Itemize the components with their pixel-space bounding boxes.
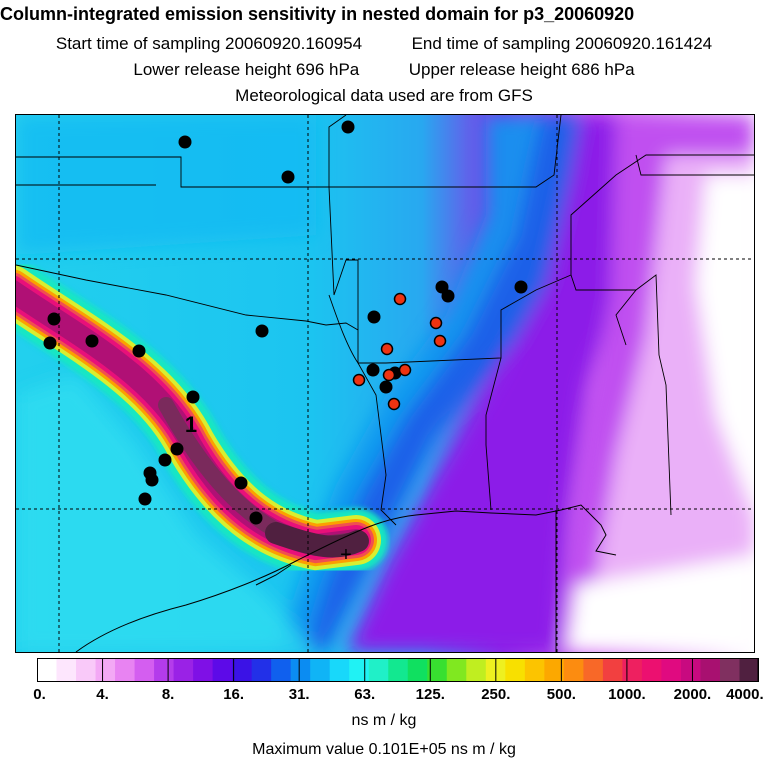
colorbar-tick-label: 31. xyxy=(288,686,310,703)
colorbar-tick-label: 16. xyxy=(223,686,245,703)
sensitivity-map: 1 + xyxy=(15,114,755,653)
lat-lon-grid xyxy=(16,115,754,652)
colorbar-swatch xyxy=(290,658,311,682)
start-time-label: Start time of sampling 20060920.160954 xyxy=(55,34,363,53)
lower-release-label: Lower release height 696 hPa xyxy=(133,60,360,79)
colorbar-swatch xyxy=(700,658,721,682)
colorbar-swatch xyxy=(134,658,155,682)
colorbar-tick-label: 0. xyxy=(33,686,46,703)
colorbar-unit: ns m / kg xyxy=(351,712,417,729)
colorbar-border xyxy=(37,658,759,682)
colorbar-swatch xyxy=(719,658,740,682)
sampling-times: Start time of sampling 20060920.160954 E… xyxy=(0,34,768,54)
colorbar-swatch xyxy=(154,658,175,682)
colorbar-tick-label: 500. xyxy=(546,686,576,703)
max-value-label: Maximum value 0.101E+05 ns m / kg xyxy=(252,741,516,758)
colorbar-swatch xyxy=(544,658,565,682)
colorbar-swatch xyxy=(212,658,233,682)
colorbar-swatch xyxy=(310,658,331,682)
colorbar-swatch xyxy=(115,658,136,682)
red-markers xyxy=(352,292,447,411)
colorbar-swatch xyxy=(349,658,370,682)
black-markers xyxy=(43,120,528,525)
colorbar-swatch xyxy=(56,658,77,682)
colorbar-swatch xyxy=(427,658,448,682)
plume xyxy=(16,258,388,578)
colorbar-swatch xyxy=(505,658,526,682)
plume-label: 1 xyxy=(185,412,197,437)
colorbar-tick-label: 8. xyxy=(161,686,175,703)
colorbar-tick-label: 1000. xyxy=(608,686,646,703)
colorbar-swatch xyxy=(739,658,760,682)
colorbar-swatch xyxy=(641,658,662,682)
colorbar-tick-label: 4. xyxy=(96,686,109,703)
colorbar-swatch xyxy=(661,658,682,682)
colorbar-swatch xyxy=(602,658,623,682)
colorbar-tick-label: 63. xyxy=(354,686,376,703)
end-time-label: End time of sampling 20060920.161424 xyxy=(411,34,713,53)
colorbar-swatch xyxy=(329,658,350,682)
colorbar-swatch xyxy=(407,658,428,682)
colorbar-swatch xyxy=(583,658,604,682)
colorbar-tick-label: 125. xyxy=(415,686,445,703)
colorbar-swatch xyxy=(466,658,487,682)
colorbar-swatch xyxy=(563,658,584,682)
colorbar-swatch xyxy=(388,658,409,682)
colorbar-swatch xyxy=(37,658,58,682)
colorbar-swatch xyxy=(76,658,97,682)
colorbar-swatch xyxy=(95,658,116,682)
boundaries xyxy=(16,115,754,652)
colorbar-swatch xyxy=(622,658,643,682)
met-data-label: Meteorological data used are from GFS xyxy=(235,86,533,105)
colorbar-svg xyxy=(36,658,760,682)
colorbar-swatch xyxy=(368,658,389,682)
map-svg: 1 + xyxy=(16,115,754,652)
colorbar-swatch xyxy=(251,658,272,682)
colorbar-swatch xyxy=(193,658,214,682)
colorbar-swatch xyxy=(232,658,253,682)
colorbar xyxy=(36,658,760,682)
colorbar-tick-label: 250. xyxy=(481,686,511,703)
colorbar-swatch xyxy=(680,658,701,682)
colorbar-swatch xyxy=(446,658,467,682)
coastline xyxy=(75,504,617,652)
colorbar-swatch xyxy=(271,658,292,682)
colorbar-tick-label: 4000. xyxy=(726,686,764,703)
source-marker: + xyxy=(340,544,352,566)
colorbar-swatch xyxy=(173,658,194,682)
colorbar-tick-label: 2000. xyxy=(673,686,712,703)
upper-release-label: Upper release height 686 hPa xyxy=(408,60,635,79)
release-heights: Lower release height 696 hPa Upper relea… xyxy=(0,60,768,80)
chart-title: Column-integrated emission sensitivity i… xyxy=(0,4,635,24)
colorbar-swatch xyxy=(524,658,545,682)
